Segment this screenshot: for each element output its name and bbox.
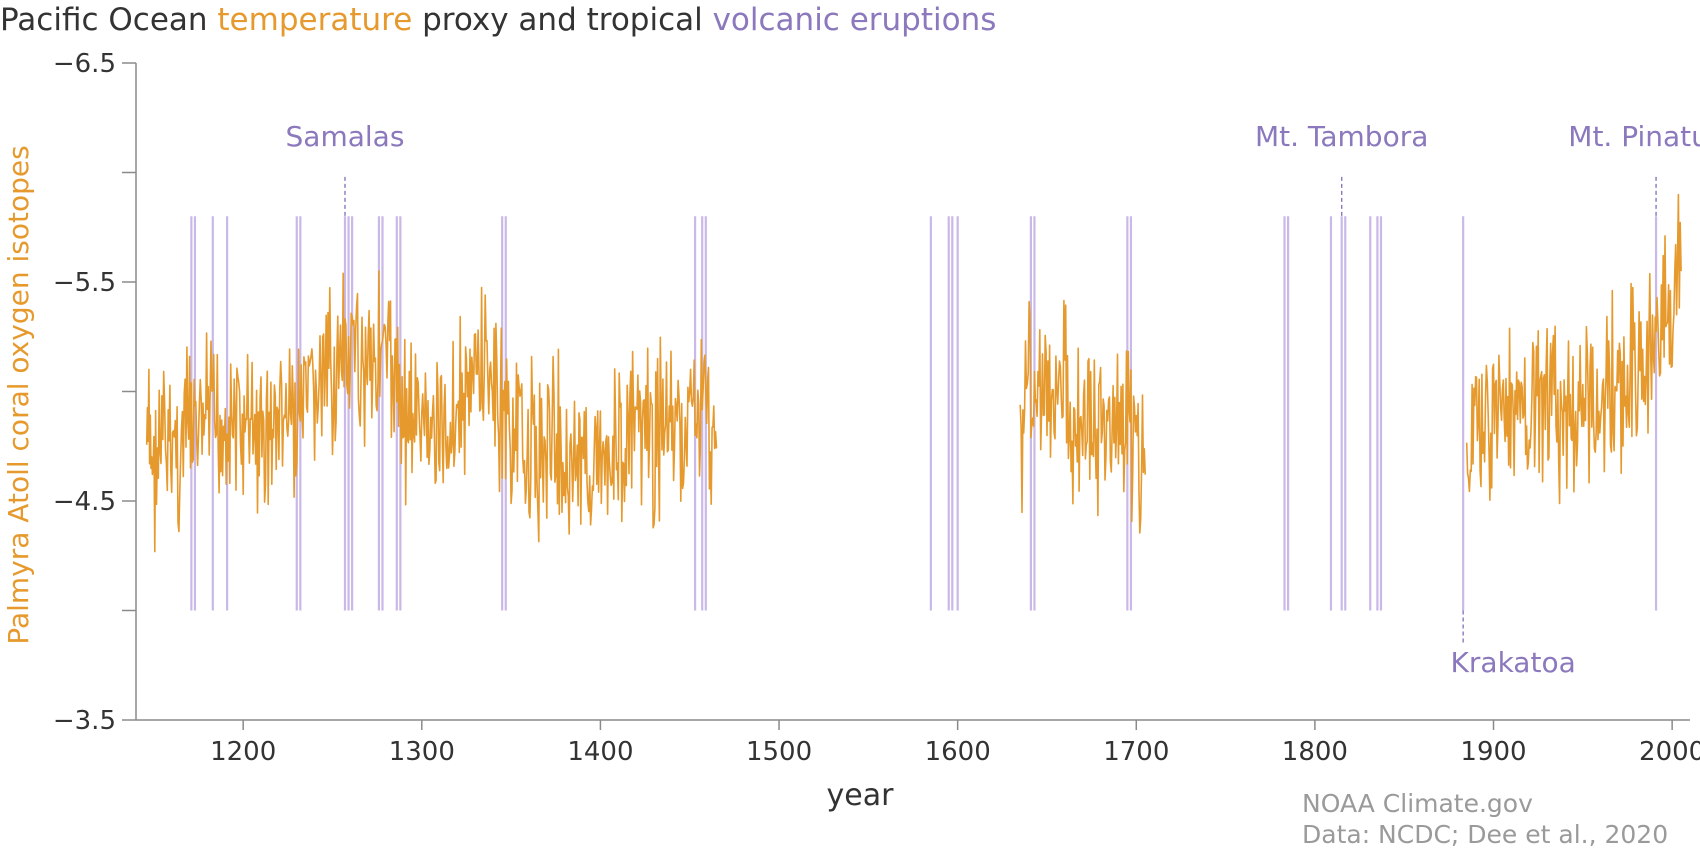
x-tick-label: 1800 (1282, 737, 1348, 767)
x-tick-label: 1200 (210, 737, 276, 767)
y-axis-label: Palmyra Atoll coral oxygen isotopes (2, 145, 35, 644)
eruption-label: Mt. Tambora (1255, 120, 1428, 153)
title-segment: temperature (217, 2, 412, 38)
eruption-label: Mt. Pinatubo (1568, 120, 1700, 153)
proxy-line-segment (1019, 299, 1146, 534)
x-tick-label: 1700 (1103, 737, 1169, 767)
eruption-annotations: Samalas Mt. Tambora Mt. Pinatubo Krakatoa (286, 120, 1700, 679)
eruption-label: Samalas (286, 120, 405, 153)
x-tick-label: 1500 (746, 737, 812, 767)
credit-line-1: NOAA Climate.gov (1302, 789, 1533, 818)
y-tick-label: −4.5 (53, 487, 116, 517)
title-segment: proxy and tropical (412, 2, 712, 38)
title-segment: volcanic eruptions (713, 2, 997, 38)
x-tick-label: 2000 (1639, 737, 1700, 767)
x-ticks: 1200 1300 1400 1500 1600 1700 1800 1900 2000 (210, 720, 1700, 767)
credit-line-2: Data: NCDC; Dee et al., 2020 (1302, 820, 1668, 849)
x-axis-label: year (827, 778, 895, 813)
y-tick-label: −3.5 (53, 706, 116, 736)
proxy-line-segment (1465, 193, 1682, 505)
y-tick-label: −5.5 (53, 268, 116, 298)
proxy-line-segment (145, 270, 718, 553)
eruption-label: Krakatoa (1451, 646, 1576, 679)
y-ticks: −6.5 −5.5 −4.5 −3.5 (53, 49, 136, 736)
y-tick-label: −6.5 (53, 49, 116, 79)
x-tick-label: 1900 (1460, 737, 1526, 767)
x-tick-label: 1400 (567, 737, 633, 767)
chart-title: Pacific Ocean temperature proxy and trop… (0, 2, 996, 38)
title-segment: Pacific Ocean (0, 2, 217, 38)
proxy-series (145, 193, 1682, 553)
x-tick-label: 1300 (389, 737, 455, 767)
x-tick-label: 1600 (925, 737, 991, 767)
axes (135, 63, 1690, 721)
